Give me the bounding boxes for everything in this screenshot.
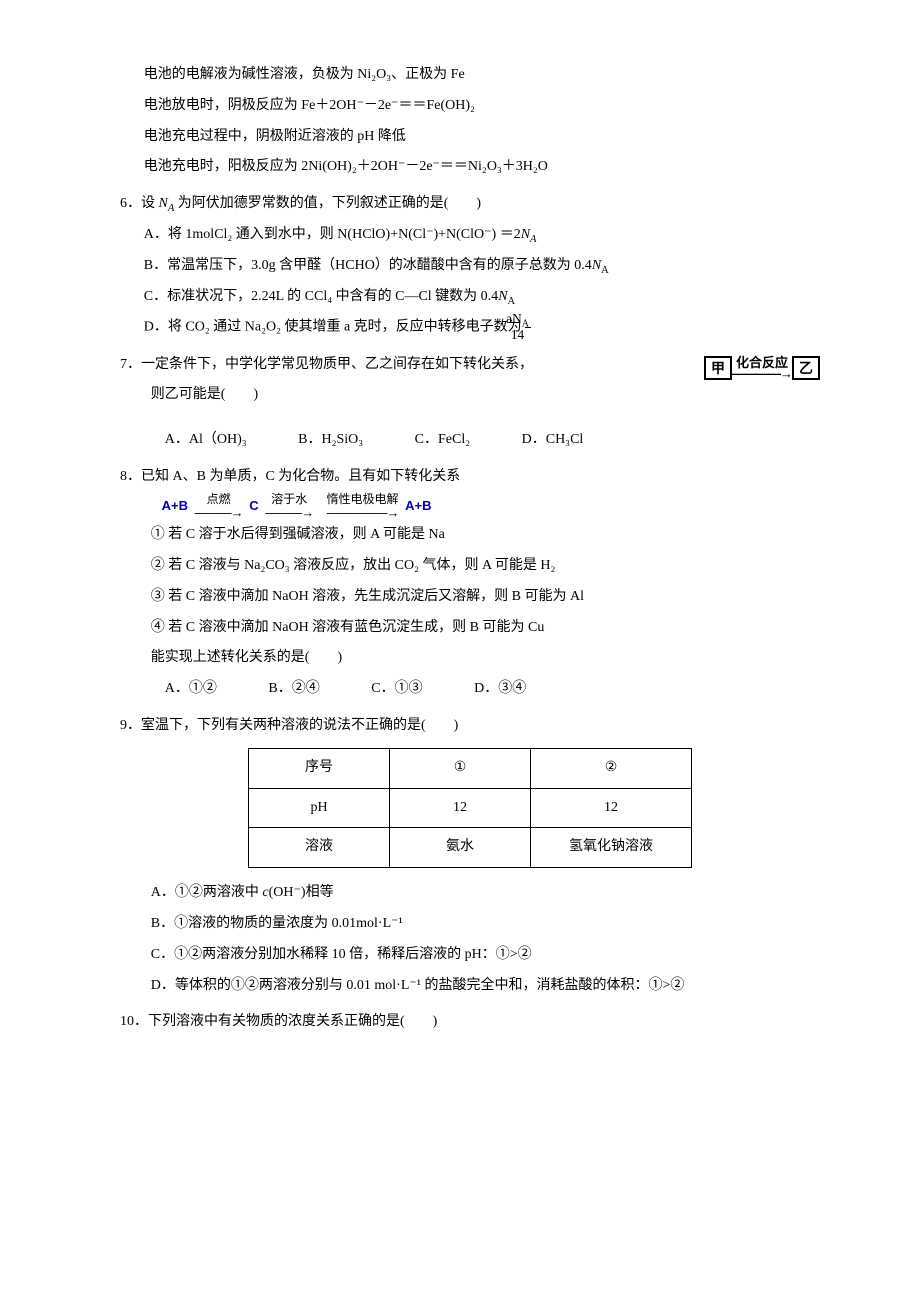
arrow-icon: ———→ [195,506,243,520]
na-sub: A [530,234,536,245]
table-row: 溶液 氨水 氢氧化钠溶液 [249,828,692,868]
cell: 溶液 [249,828,390,868]
q8-opt-d: D．③④ [474,674,526,705]
step-label: 惰性电极电解 [326,493,398,506]
na-sub: A [508,295,516,306]
q5-opt-c: 电池充电过程中，阴极附近溶液的 pH 降低 [120,122,820,153]
q7-diagram: 甲化合反应————→乙 [704,354,820,385]
step-dissolve: 溶于水———→ [265,493,313,520]
step-label: 点燃 [195,493,243,506]
text: 为阿伏加德罗常数的值，下列叙述正确的是( ) [174,196,481,211]
q7-stem-line2: 则乙可能是( ) [120,380,686,411]
q7-opt-c: C．FeCl₂ [415,425,470,456]
box-jia: 甲 [704,356,732,380]
cell: ② [531,748,692,788]
q7-options: A．Al（OH)₃ B．H₂SiO₃ C．FeCl₂ D．CH₃Cl [120,425,820,456]
q5-opt-b: 电池放电时，阴极反应为 Fe＋2OH⁻－2e⁻＝＝Fe(OH)₂ [120,91,820,122]
q9-table: 序号 ① ② pH 12 12 溶液 氨水 氢氧化钠溶液 [248,748,692,868]
q6-opt-d: D．将 CO₂ 通过 Na₂O₂ 使其增重 a 克时，反应中转移电子数为 aNA… [120,312,820,343]
arrow-line: ————→ [732,367,792,380]
q7-opt-b: B．H₂SiO₃ [298,425,363,456]
q8-line1: ① 若 C 溶于水后得到强碱溶液，则 A 可能是 Na [120,520,820,551]
q5-options: 电池的电解液为碱性溶液，负极为 Ni₂O₃、正极为 Fe 电池放电时，阴极反应为… [120,60,820,183]
q9: 9．室温下，下列有关两种溶液的说法不正确的是( ) 序号 ① ② pH 12 1… [120,711,820,1001]
q9-opt-c: C．①②两溶液分别加水稀释 10 倍，稀释后溶液的 pH：①>② [120,940,820,971]
q9-opt-d: D．等体积的①②两溶液分别与 0.01 mol·L⁻¹ 的盐酸完全中和，消耗盐酸… [120,971,820,1002]
opt-text: 电池充电过程中，阴极附近溶液的 pH 降低 [144,129,406,144]
cell: 氢氧化钠溶液 [531,828,692,868]
table-row: 序号 ① ② [249,748,692,788]
opt-text: 电池放电时，阴极反应为 Fe＋2OH⁻－2e⁻＝＝Fe(OH)₂ [144,98,475,113]
num-text: aN [506,311,522,326]
denominator: 14 [525,328,531,343]
q8-line3: ③ 若 C 溶液中滴加 NaOH 溶液，先生成沉淀后又溶解，则 B 可能为 Al [120,582,820,613]
arrow-combination: 化合反应————→ [732,356,792,380]
q9-opt-b: B．①溶液的物质的量浓度为 0.01mol·L⁻¹ [120,909,820,940]
opt-text: 常温常压下，3.0g 含甲醛（HCHO）的冰醋酸中含有的原子总数为 0.4 [167,258,592,273]
text: (OH⁻)相等 [269,885,334,900]
step-label: 溶于水 [265,493,313,506]
cell: 氨水 [390,828,531,868]
na-symbol: N [592,258,601,273]
q9-opt-a: A．①②两溶液中 c(OH⁻)相等 [120,878,820,909]
na-sub: A [601,265,609,276]
q7-opt-d: D．CH₃Cl [522,425,584,456]
q5-opt-a: 电池的电解液为碱性溶液，负极为 Ni₂O₃、正极为 Fe [120,60,820,91]
arrow-icon: —————→ [326,506,398,520]
step-electrolysis: 惰性电极电解—————→ [326,493,398,520]
na-symbol: N [498,289,507,304]
q7-opt-a: A．Al（OH)₃ [165,425,247,456]
q8-line2: ② 若 C 溶液与 Na₂CO₃ 溶液反应，放出 CO₂ 气体，则 A 可能是 … [120,551,820,582]
step-ignite: 点燃———→ [195,493,243,520]
q10-stem: 10．下列溶液中有关物质的浓度关系正确的是( ) [120,1007,820,1038]
q8-options: A．①② B．②④ C．①③ D．③④ [120,674,820,705]
q8: 8．已知 A、B 为单质，C 为化合物。且有如下转化关系 A+B 点燃———→ … [120,462,820,705]
cell: pH [249,788,390,828]
table-row: pH 12 12 [249,788,692,828]
q10: 10．下列溶液中有关物质的浓度关系正确的是( ) [120,1007,820,1038]
q6: 6．设 NA 为阿伏加德罗常数的值，下列叙述正确的是( ) A．将 1molCl… [120,189,820,343]
fraction: aNA 14 [525,312,531,342]
term-ab: A+B [162,499,188,513]
q6-opt-c: C．标准状况下，2.24L 的 CCl₄ 中含有的 C—Cl 键数为 0.4NA [120,282,820,313]
box-yi: 乙 [792,356,820,380]
opt-text: 电池的电解液为碱性溶液，负极为 Ni₂O₃、正极为 Fe [144,67,465,82]
opt-text: 电池充电时，阳极反应为 2Ni(OH)₂＋2OH⁻－2e⁻＝＝Ni₂O₃＋3H₂… [144,159,548,174]
cell: ① [390,748,531,788]
q8-opt-b: B．②④ [268,674,319,705]
cell: 序号 [249,748,390,788]
term-ab2: A+B [405,499,431,513]
q6-stem: 6．设 NA 为阿伏加德罗常数的值，下列叙述正确的是( ) [120,189,820,220]
numerator: aNA [525,312,531,328]
q8-ask: 能实现上述转化关系的是( ) [120,643,820,674]
q8-stem: 8．已知 A、B 为单质，C 为化合物。且有如下转化关系 [120,462,820,493]
opt-text: 标准状况下，2.24L 的 CCl₄ 中含有的 C—Cl 键数为 0.4 [167,289,498,304]
text: A．①②两溶液中 [151,885,263,900]
cell: 12 [390,788,531,828]
na-symbol: N [521,227,530,242]
q6-opt-a: A．将 1molCl₂ 通入到水中，则 N(HClO)+N(Cl⁻)+N(ClO… [120,220,820,251]
cell: 12 [531,788,692,828]
q7: 7．一定条件下，中学化学常见物质甲、乙之间存在如下转化关系， 则乙可能是( ) … [120,350,820,456]
text: 6．设 [120,196,159,211]
term-c: C [249,499,258,513]
q7-stem-line1: 7．一定条件下，中学化学常见物质甲、乙之间存在如下转化关系， [120,350,686,381]
q8-reaction-chain: A+B 点燃———→ C 溶于水———→ 惰性电极电解—————→ A+B [120,493,820,520]
q8-opt-c: C．①③ [371,674,422,705]
arrow-icon: ———→ [265,506,313,520]
opt-text: 将 CO₂ 通过 Na₂O₂ 使其增重 a 克时，反应中转移电子数为 [168,320,522,335]
q8-line4: ④ 若 C 溶液中滴加 NaOH 溶液有蓝色沉淀生成，则 B 可能为 Cu [120,613,820,644]
q9-stem: 9．室温下，下列有关两种溶液的说法不正确的是( ) [120,711,820,742]
na-symbol: N [159,196,168,211]
q5-opt-d: 电池充电时，阳极反应为 2Ni(OH)₂＋2OH⁻－2e⁻＝＝Ni₂O₃＋3H₂… [120,152,820,183]
opt-text: 将 1molCl₂ 通入到水中，则 N(HClO)+N(Cl⁻)+N(ClO⁻)… [168,227,521,242]
q6-opt-b: B．常温常压下，3.0g 含甲醛（HCHO）的冰醋酸中含有的原子总数为 0.4N… [120,251,820,282]
q8-opt-a: A．①② [165,674,217,705]
